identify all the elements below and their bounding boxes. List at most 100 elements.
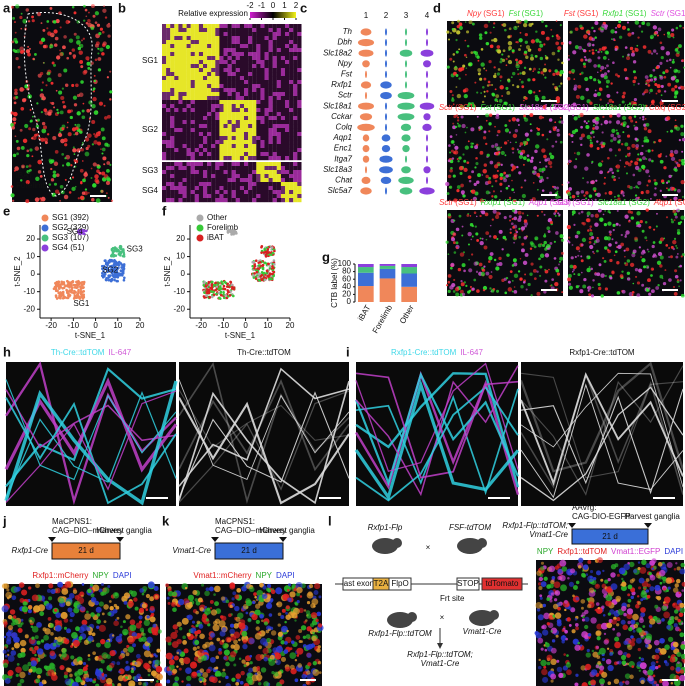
fiber bbox=[519, 361, 685, 473]
signal bbox=[152, 623, 157, 628]
signal bbox=[90, 26, 95, 31]
heat-cell bbox=[178, 170, 183, 175]
signal bbox=[105, 195, 108, 197]
signal bbox=[598, 263, 602, 267]
point bbox=[82, 289, 86, 293]
heat-cell bbox=[264, 24, 269, 29]
point bbox=[256, 267, 259, 271]
heat-cell bbox=[227, 32, 232, 37]
heat-cell bbox=[215, 60, 220, 65]
heat-cell bbox=[166, 80, 171, 85]
heat-cell bbox=[264, 48, 269, 53]
signal bbox=[681, 150, 684, 153]
point bbox=[113, 272, 117, 275]
heat-cell bbox=[170, 40, 175, 45]
signal bbox=[127, 637, 135, 645]
heat-cell bbox=[297, 52, 302, 57]
point bbox=[234, 232, 237, 235]
heat-cell bbox=[297, 182, 302, 187]
heat-cell bbox=[170, 178, 175, 183]
signal bbox=[35, 124, 40, 129]
heat-cell bbox=[285, 52, 290, 57]
heat-cell bbox=[194, 32, 199, 37]
signal bbox=[668, 58, 672, 62]
heat-cell bbox=[170, 128, 175, 133]
heat-cell bbox=[248, 116, 253, 121]
heat-cell bbox=[198, 28, 204, 33]
point bbox=[209, 290, 213, 293]
heat-cell bbox=[285, 136, 290, 141]
heat-cell bbox=[280, 194, 286, 199]
signal bbox=[621, 100, 625, 104]
heat-cell bbox=[260, 170, 265, 175]
signal bbox=[496, 134, 499, 137]
heat-cell bbox=[264, 116, 269, 121]
heat-cell bbox=[227, 194, 232, 199]
heat-cell bbox=[219, 76, 224, 81]
heat-cell bbox=[260, 120, 265, 125]
signal bbox=[529, 113, 534, 117]
heat-cell bbox=[194, 92, 199, 97]
signal bbox=[14, 40, 19, 44]
signal bbox=[580, 210, 584, 214]
heat-cell bbox=[186, 28, 191, 33]
violin bbox=[426, 81, 428, 89]
heat-cell bbox=[276, 156, 281, 161]
heat-cell bbox=[256, 56, 261, 61]
heat-cell bbox=[198, 48, 204, 53]
signal bbox=[588, 293, 592, 297]
heat-cell bbox=[268, 72, 273, 77]
heat-cell bbox=[219, 80, 224, 85]
heat-cell bbox=[203, 76, 208, 81]
heat-cell bbox=[227, 88, 232, 93]
signal bbox=[596, 92, 602, 97]
signal bbox=[93, 132, 96, 136]
heat-cell bbox=[227, 76, 232, 81]
signal bbox=[516, 165, 519, 169]
violin bbox=[385, 123, 387, 131]
cluster-label: SG1 bbox=[73, 299, 90, 308]
signal bbox=[549, 165, 553, 169]
point bbox=[70, 286, 74, 289]
gene-label: Slc18a2 bbox=[323, 48, 352, 57]
signal bbox=[666, 116, 671, 121]
signal bbox=[476, 180, 480, 184]
signal bbox=[25, 199, 30, 204]
heat-cell bbox=[178, 32, 183, 37]
signal bbox=[657, 284, 660, 287]
signal bbox=[545, 246, 548, 249]
signal bbox=[98, 101, 104, 106]
fiber bbox=[355, 372, 520, 488]
y-tick-label: 0 bbox=[181, 269, 186, 278]
heat-cell bbox=[190, 52, 195, 57]
heat-cell bbox=[293, 72, 298, 77]
signal bbox=[48, 183, 52, 186]
signal bbox=[671, 186, 675, 191]
heat-cell bbox=[244, 72, 249, 77]
signal bbox=[497, 68, 501, 71]
point bbox=[123, 276, 126, 280]
heat-cell bbox=[289, 100, 294, 105]
signal bbox=[675, 161, 679, 165]
heat-cell bbox=[211, 44, 216, 49]
signal bbox=[145, 608, 149, 611]
signal bbox=[517, 270, 521, 273]
signal bbox=[591, 43, 595, 47]
signal bbox=[553, 185, 557, 189]
signal bbox=[512, 225, 516, 229]
signal bbox=[488, 60, 492, 64]
heat-cell bbox=[174, 178, 179, 183]
signal bbox=[450, 149, 454, 153]
heat-cell bbox=[198, 120, 204, 125]
signal bbox=[568, 285, 573, 290]
signal bbox=[68, 38, 74, 43]
signal bbox=[481, 174, 484, 176]
heat-cell bbox=[178, 112, 183, 117]
signal bbox=[544, 55, 547, 57]
heat-cell bbox=[256, 84, 261, 89]
heat-cell bbox=[194, 132, 199, 137]
signal bbox=[521, 71, 526, 75]
signal bbox=[35, 176, 40, 181]
legend-dot bbox=[41, 234, 49, 242]
heat-cell bbox=[170, 120, 175, 125]
